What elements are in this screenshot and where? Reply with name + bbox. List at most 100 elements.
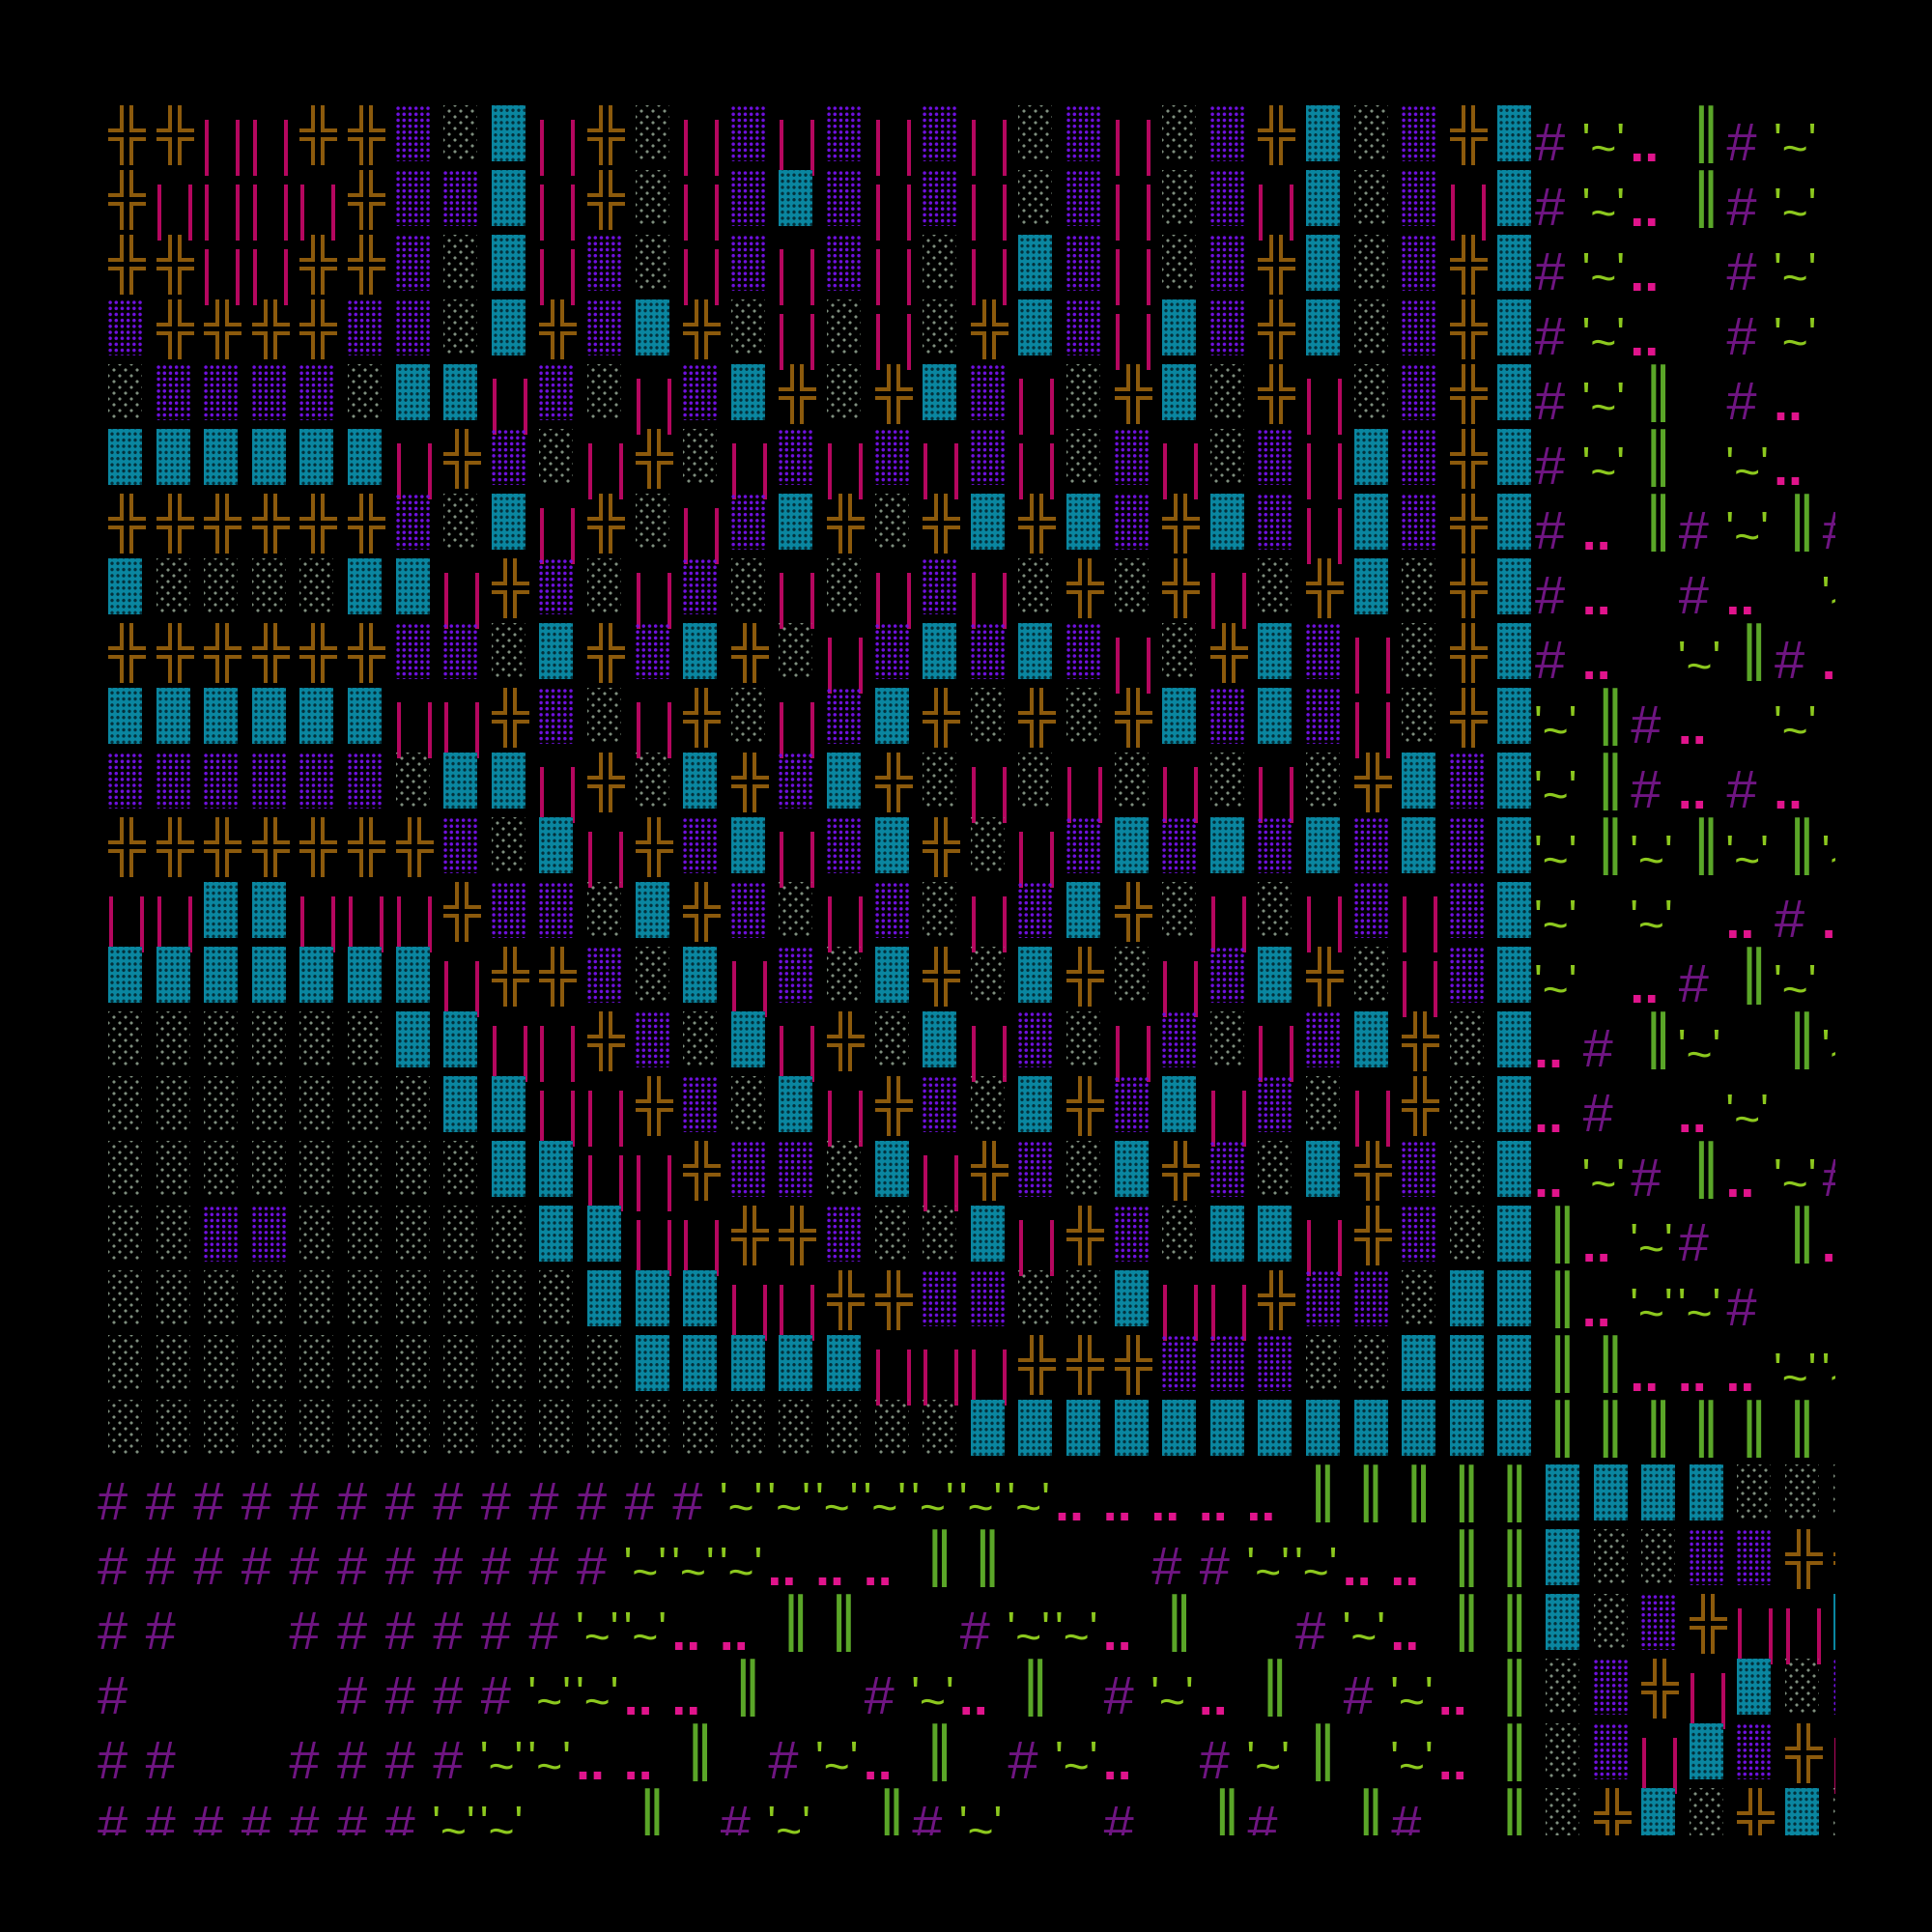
double-cross-tile-icon-part bbox=[369, 235, 385, 262]
double-cross-tile-icon-part bbox=[395, 849, 412, 877]
map-cell bbox=[1353, 558, 1403, 623]
map-cell: ‖ bbox=[1641, 490, 1690, 558]
dots-glyph: .. bbox=[1534, 1086, 1564, 1144]
double-bar-magenta-tile-icon-part bbox=[828, 1091, 832, 1147]
map-cell bbox=[587, 1335, 636, 1400]
gray-dot-tile-icon bbox=[348, 1011, 382, 1067]
map-cell bbox=[1785, 1659, 1833, 1723]
double-cross-tile-icon-part bbox=[321, 105, 338, 132]
double-cross-tile-icon-part bbox=[251, 849, 268, 877]
double-cross-tile-icon-part bbox=[1806, 1755, 1823, 1783]
violet-dot-tile-icon bbox=[155, 364, 191, 420]
teal-block-tile-icon bbox=[1258, 623, 1293, 679]
double-bar-magenta-tile-icon-part bbox=[588, 832, 592, 888]
double-cross-tile-icon-part bbox=[1088, 1108, 1104, 1136]
map-cell bbox=[1208, 1335, 1259, 1400]
double-cross-tile-icon bbox=[348, 105, 396, 170]
double-cross-tile-icon-part bbox=[348, 817, 363, 844]
teal-block-tile-icon bbox=[299, 688, 334, 744]
teal-block-tile-icon bbox=[1306, 817, 1340, 873]
double-cross-tile-icon-part bbox=[560, 979, 578, 1007]
double-cross-tile-icon-part bbox=[1758, 1820, 1776, 1835]
gray-dot-tile-icon bbox=[970, 1076, 1005, 1132]
map-cell bbox=[874, 494, 923, 558]
map-cell bbox=[348, 1335, 396, 1400]
map-cell bbox=[779, 494, 827, 558]
map-cell: '~' bbox=[864, 1464, 923, 1529]
map-cell: # bbox=[1679, 558, 1738, 623]
map-cell bbox=[1449, 1270, 1498, 1335]
double-cross-tile-icon-part bbox=[1258, 105, 1274, 132]
gray-dot-tile-icon bbox=[348, 364, 382, 420]
tilde-glyph: '~' bbox=[911, 1476, 953, 1529]
double-bar-magenta-tile-icon bbox=[1641, 1723, 1690, 1794]
violet-dot-tile-icon bbox=[729, 170, 766, 226]
map-cell bbox=[1546, 1594, 1594, 1659]
map-cell bbox=[491, 1335, 540, 1400]
map-cell bbox=[1162, 170, 1210, 235]
double-cross-tile-icon-part bbox=[225, 817, 242, 844]
double-cross-tile-icon bbox=[1689, 1594, 1738, 1659]
double-cross-tile-icon-part bbox=[895, 1302, 913, 1330]
teal-block-tile-icon bbox=[923, 364, 957, 420]
map-cell: .. bbox=[1725, 1335, 1785, 1400]
double-bar-glyph: ‖ bbox=[1691, 1132, 1721, 1200]
glyph-char: ' bbox=[1568, 826, 1577, 876]
double-cross-tile-icon-part bbox=[321, 137, 338, 165]
map-cell bbox=[635, 1400, 684, 1464]
double-cross-tile-icon-part bbox=[348, 655, 363, 683]
double-cross-tile-icon-part bbox=[348, 526, 363, 554]
double-cross-tile-icon-part bbox=[1353, 1141, 1370, 1168]
map-cell: .. bbox=[1678, 753, 1738, 817]
map-cell: ‖ bbox=[1785, 1008, 1833, 1076]
map-cell bbox=[1448, 817, 1498, 882]
map-cell: # bbox=[242, 1464, 300, 1529]
glyph-char: ' bbox=[1055, 1732, 1064, 1782]
double-cross-tile-icon-part bbox=[321, 494, 338, 521]
map-cell bbox=[107, 299, 156, 364]
map-cell: '~' bbox=[1390, 1723, 1450, 1788]
double-cross-tile-icon-part bbox=[848, 494, 865, 521]
gray-dot-tile-icon bbox=[1737, 1464, 1772, 1520]
gray-dot-tile-icon bbox=[491, 1206, 526, 1262]
violet-dot-tile-icon bbox=[1208, 105, 1245, 161]
double-bar-glyph: ‖ bbox=[829, 1585, 859, 1653]
double-cross-tile-icon-part bbox=[730, 1206, 747, 1233]
map-cell: # bbox=[337, 1723, 396, 1788]
map-cell bbox=[348, 1400, 396, 1464]
double-bar-magenta-tile-icon-part bbox=[859, 896, 863, 952]
gray-dot-tile-icon bbox=[874, 1400, 909, 1456]
glyph-char: ' bbox=[1663, 1214, 1673, 1264]
map-cell bbox=[1497, 170, 1546, 235]
double-cross-tile-icon-part bbox=[348, 137, 363, 165]
map-cell bbox=[251, 1076, 300, 1141]
hash-glyph: # bbox=[337, 1664, 368, 1725]
violet-dot-tile-icon bbox=[1208, 947, 1245, 1003]
double-cross-tile-icon-part bbox=[348, 494, 363, 521]
map-cell bbox=[827, 558, 875, 623]
double-cross-tile-icon-part bbox=[1039, 526, 1057, 554]
map-cell bbox=[1497, 1076, 1546, 1141]
glyph-char: ~ bbox=[1686, 640, 1713, 691]
map-cell bbox=[682, 1076, 731, 1141]
map-cell bbox=[969, 1270, 1019, 1335]
teal-block-tile-icon bbox=[348, 429, 382, 485]
double-cross-tile-icon-part bbox=[369, 494, 385, 521]
map-cell bbox=[443, 105, 492, 170]
glyph-char: ' bbox=[1630, 891, 1638, 941]
violet-dot-tile-icon bbox=[1305, 1011, 1341, 1067]
tilde-glyph: '~' bbox=[720, 1476, 762, 1529]
hash-glyph: # bbox=[384, 1664, 415, 1725]
map-cell bbox=[874, 1206, 923, 1270]
double-cross-tile-icon-part bbox=[1470, 526, 1488, 554]
map-cell bbox=[1162, 235, 1210, 299]
map-cell bbox=[923, 623, 971, 688]
double-bar-magenta-tile-icon bbox=[348, 882, 396, 952]
map-cell: '~' bbox=[1582, 1141, 1642, 1206]
teal-block-tile-icon bbox=[1162, 364, 1197, 420]
map-cell bbox=[394, 235, 444, 299]
double-cross-tile-icon-part bbox=[204, 817, 220, 844]
teal-block-tile-icon bbox=[1497, 1011, 1532, 1067]
tilde-glyph: '~' bbox=[1822, 1347, 1835, 1400]
teal-block-tile-icon bbox=[1209, 817, 1244, 873]
